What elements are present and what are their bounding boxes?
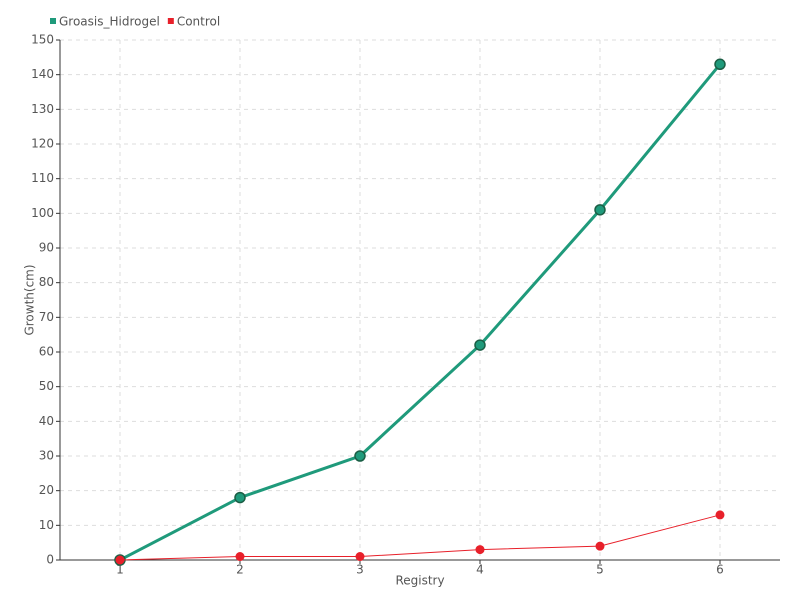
x-tick-label: 4: [476, 563, 484, 577]
x-tick-label: 2: [236, 563, 244, 577]
data-point: [595, 541, 605, 551]
y-tick-label: 30: [39, 449, 54, 463]
y-tick-label: 120: [31, 137, 54, 151]
x-tick-label: 1: [116, 563, 124, 577]
y-axis-label: Growth(cm): [23, 264, 37, 335]
legend-label: Control: [177, 15, 220, 29]
x-tick-label: 3: [356, 563, 364, 577]
x-tick-label: 5: [596, 563, 604, 577]
x-axis-label: Registry: [395, 574, 444, 588]
data-point: [355, 552, 365, 562]
series-line: [119, 63, 722, 562]
data-point: [475, 545, 485, 555]
y-tick-label: 70: [39, 310, 54, 324]
y-tick-label: 0: [46, 553, 54, 567]
y-tick-label: 100: [31, 206, 54, 220]
series-line: [119, 514, 721, 561]
data-point: [715, 510, 725, 520]
data-point: [474, 339, 486, 351]
y-tick-label: 110: [31, 171, 54, 185]
y-tick-label: 150: [31, 33, 54, 47]
y-tick-label: 90: [39, 241, 54, 255]
legend-swatch: [167, 18, 174, 24]
y-tick-label: 10: [39, 518, 54, 532]
x-tick-label: 6: [716, 563, 724, 577]
legend-label: Groasis_Hidrogel: [59, 15, 160, 29]
data-point: [354, 450, 366, 462]
y-tick-label: 60: [39, 345, 54, 359]
y-tick-label: 40: [39, 414, 54, 428]
data-point: [115, 555, 125, 565]
data-point: [235, 552, 245, 562]
data-point: [714, 58, 726, 71]
y-tick-label: 50: [39, 379, 54, 393]
y-tick-label: 20: [39, 483, 54, 497]
y-tick-label: 130: [31, 102, 54, 116]
legend-swatch: [50, 18, 56, 24]
data-point: [234, 491, 246, 504]
data-point: [594, 204, 606, 216]
y-tick-label: 80: [39, 275, 54, 289]
y-tick-label: 140: [31, 67, 54, 81]
